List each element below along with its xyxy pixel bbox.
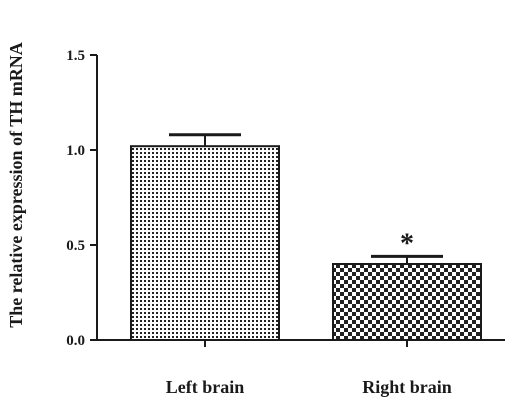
bars: * xyxy=(130,133,482,341)
x-tick-labels: Left brain Right brain xyxy=(166,340,452,397)
y-tick-label: 1.5 xyxy=(66,48,85,64)
bar-1 xyxy=(130,145,280,341)
x-tick-label: Right brain xyxy=(362,377,452,397)
y-ticks: 0.0 0.5 1.0 1.5 xyxy=(66,48,97,349)
significance-marker: * xyxy=(400,228,414,259)
y-tick-label: 1.0 xyxy=(66,143,85,159)
y-axis-label: The relative expression of TH mRNA xyxy=(6,42,26,328)
y-tick-label: 0.5 xyxy=(66,238,85,254)
y-tick-label: 0.0 xyxy=(66,333,85,349)
bar-2 xyxy=(332,263,482,341)
x-tick-label: Left brain xyxy=(166,377,245,397)
